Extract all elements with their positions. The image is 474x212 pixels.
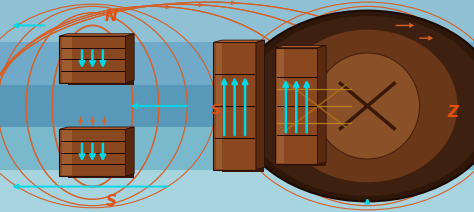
Ellipse shape	[244, 16, 474, 196]
Polygon shape	[126, 127, 134, 176]
Polygon shape	[59, 127, 134, 129]
Polygon shape	[275, 45, 326, 48]
Ellipse shape	[315, 53, 419, 159]
Bar	[277, 49, 283, 163]
Text: N: N	[105, 10, 118, 24]
Ellipse shape	[235, 11, 474, 201]
Bar	[62, 37, 72, 82]
Polygon shape	[318, 45, 326, 164]
Bar	[283, 50, 326, 166]
Bar	[62, 130, 72, 175]
Bar	[0, 85, 474, 127]
Polygon shape	[256, 40, 264, 170]
Bar	[59, 36, 126, 83]
Bar	[68, 131, 134, 178]
Bar	[213, 42, 256, 170]
Bar	[216, 43, 222, 169]
Bar	[0, 127, 474, 170]
Ellipse shape	[277, 30, 457, 182]
Text: S: S	[106, 194, 117, 209]
Bar	[275, 48, 318, 164]
Bar	[0, 0, 474, 42]
Polygon shape	[59, 34, 134, 36]
Text: S: S	[210, 103, 221, 117]
Bar	[68, 38, 134, 85]
Text: Z: Z	[447, 105, 458, 120]
Bar	[59, 129, 126, 176]
Bar	[0, 42, 474, 85]
Polygon shape	[126, 34, 134, 83]
Bar	[0, 170, 474, 212]
Polygon shape	[213, 40, 264, 42]
Bar	[222, 44, 264, 172]
